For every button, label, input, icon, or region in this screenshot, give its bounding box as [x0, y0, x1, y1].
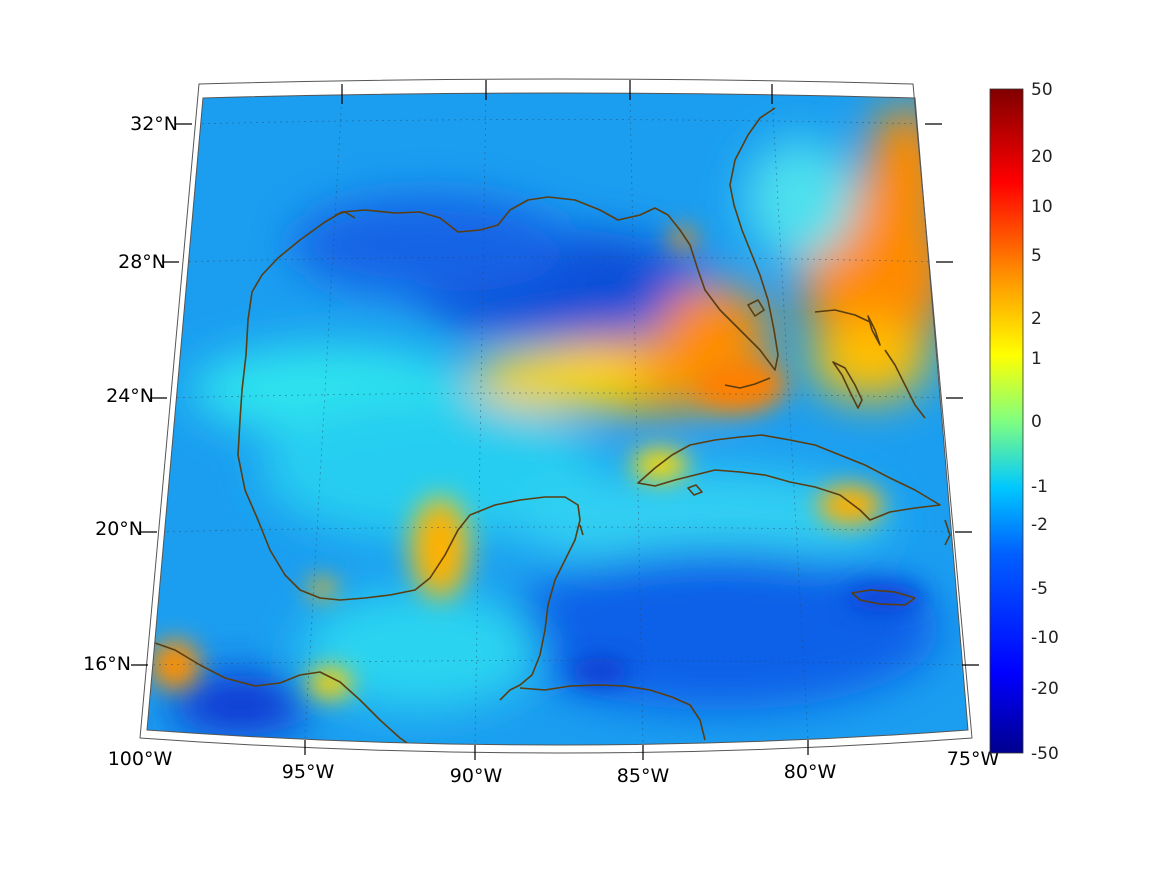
central-america-pacific — [154, 642, 411, 745]
jamaica-coast — [851, 589, 916, 606]
central-gulf-cyan — [260, 400, 600, 540]
central-america-caribbean — [519, 684, 706, 741]
colorbar-tick-label: 0 — [1031, 412, 1042, 432]
coastlines — [154, 107, 951, 745]
parallel-28n — [176, 256, 939, 263]
frame-inner — [146, 92, 969, 746]
central-america-cyan — [300, 590, 540, 710]
northeast-high-anomaly — [865, 105, 945, 245]
isle-of-youth — [687, 484, 703, 496]
lat-label-20n: 20°N — [95, 518, 143, 540]
colorbar-tick-label: -10 — [1031, 628, 1059, 648]
lon-label-95w: 95°W — [282, 761, 335, 783]
abaco-island — [867, 315, 881, 346]
colorbar-tick-label: 1 — [1031, 349, 1042, 369]
florida-west-anomaly — [660, 285, 770, 375]
andros-island — [832, 361, 863, 409]
texas-barrier — [334, 211, 356, 219]
lon-label-90w: 90°W — [450, 765, 503, 787]
lat-label-24n: 24°N — [106, 385, 154, 407]
meridian-85w — [629, 93, 644, 745]
colorbar-tick-label: -2 — [1031, 515, 1048, 535]
straits-yellow-edge — [470, 350, 650, 410]
longitude-labels: 100°W 95°W 90°W 85°W 80°W 75°W — [108, 748, 1000, 787]
lon-label-100w: 100°W — [108, 748, 173, 770]
colorbar-tick-label: -50 — [1031, 744, 1059, 764]
us-gulf-coast — [251, 107, 779, 371]
colorbar-tick-label: -20 — [1031, 679, 1059, 699]
hispaniola-coast — [944, 519, 951, 546]
eleuthera-island — [884, 349, 926, 419]
lon-label-80w: 80°W — [784, 761, 837, 783]
yucatan-yellow-rim — [406, 493, 474, 603]
parallel-20n — [154, 526, 957, 533]
map-frame — [139, 78, 973, 754]
frame-outer — [139, 78, 973, 754]
tabasco-high-anomaly — [308, 578, 336, 598]
field-anomaly-patches — [170, 105, 950, 735]
colorbar-tick-label: 50 — [1031, 80, 1053, 100]
caribbean-cyan — [510, 470, 890, 570]
graticule — [147, 93, 966, 745]
keys-high-anomaly — [695, 360, 785, 410]
cozumel-island — [579, 524, 584, 536]
southeast-coast-cyan — [745, 140, 855, 260]
colorbar-gradient — [989, 88, 1024, 754]
lon-label-75w: 75°W — [947, 748, 1000, 770]
lat-label-32n: 32°N — [130, 113, 178, 135]
lat-label-16n: 16°N — [83, 653, 131, 675]
colorbar-tick-label: -1 — [1031, 477, 1048, 497]
grand-bahama-island — [814, 309, 871, 323]
colorbar-tick-label: 10 — [1031, 197, 1053, 217]
colorbar-tick-label: 2 — [1031, 309, 1042, 329]
florida-keys — [724, 377, 771, 389]
north-gulf-low-anomaly — [290, 195, 570, 295]
mobile-bay-high-anomaly — [669, 228, 697, 248]
colorbar-tick-label: 5 — [1031, 246, 1042, 266]
latitude-labels: 32°N 28°N 24°N 20°N 16°N — [83, 113, 178, 675]
meridian-90w — [474, 93, 487, 745]
honduras-low-anomaly — [570, 658, 630, 686]
lon-label-85w: 85°W — [617, 765, 670, 787]
colorbar-tick-label: -5 — [1031, 579, 1048, 599]
map-panel — [147, 93, 968, 745]
colorbar-tick-label: 20 — [1031, 147, 1053, 167]
parallel-32n — [189, 119, 926, 125]
lat-label-28n: 28°N — [118, 251, 166, 273]
pacific-coast-high-anomaly — [150, 640, 200, 690]
lake-okeechobee — [747, 299, 765, 317]
mexico-gulf-coast — [237, 291, 581, 701]
cuba-coast — [637, 434, 941, 521]
southwest-low-anomaly — [170, 675, 310, 735]
frame-ticks — [131, 80, 979, 760]
bahamas-yellow — [810, 320, 930, 400]
gulf-tehuantepec-yellow — [308, 667, 352, 699]
